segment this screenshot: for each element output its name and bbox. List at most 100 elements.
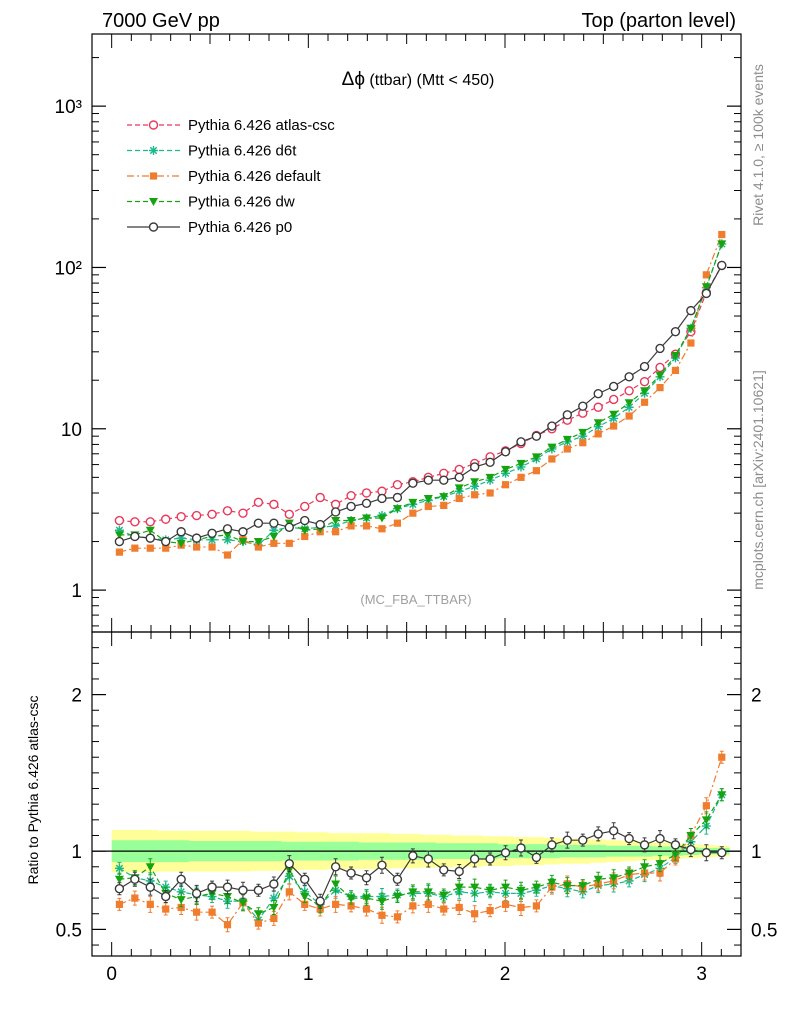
- ratio-point-dw: [176, 896, 186, 905]
- watermark-label: (MC_FBA_TTBAR): [360, 592, 471, 607]
- main-y-tick-label: 10³: [55, 97, 82, 118]
- main-point-p0: [176, 527, 186, 537]
- ratio-point-dw: [593, 875, 603, 884]
- ratio-point-default: [718, 753, 726, 761]
- ratio-point-p0: [701, 847, 712, 858]
- ratio-point-default: [532, 902, 541, 910]
- ratio-plot-frame: [91, 631, 742, 957]
- main-point-default: [409, 509, 417, 517]
- main-point-atlas_csc: [315, 492, 325, 503]
- title-delta-phi-symbol: Δϕ: [342, 69, 365, 90]
- ratio-point-p0: [300, 874, 310, 885]
- ratio-y-tick-label-left: 1: [71, 842, 82, 863]
- main-point-p0: [485, 457, 495, 467]
- main-point-atlas_csc: [145, 517, 155, 527]
- main-point-dw: [562, 435, 572, 444]
- main-point-default: [640, 398, 649, 406]
- ratio-point-p0: [423, 854, 434, 864]
- ratio-point-p0: [516, 843, 526, 853]
- main-point-atlas_csc: [238, 508, 248, 518]
- main-point-default: [424, 502, 432, 511]
- ratio-point-dw: [609, 874, 619, 883]
- title-text: (ttbar) (Mtt < 450): [365, 72, 494, 89]
- main-point-p0: [639, 361, 650, 372]
- ratio-point-p0: [439, 865, 449, 875]
- ratio-point-p0: [593, 829, 603, 839]
- main-point-p0: [423, 475, 434, 485]
- main-point-default: [548, 455, 556, 463]
- legend-label-default: Pythia 6.426 default: [188, 168, 321, 185]
- main-point-d6t: [114, 525, 124, 535]
- main-point-p0: [655, 343, 665, 354]
- ratio-point-default: [223, 921, 232, 929]
- main-point-p0: [701, 288, 712, 299]
- main-point-default: [378, 525, 386, 533]
- ratio-point-p0: [284, 858, 294, 869]
- main-point-dw: [439, 493, 449, 502]
- ratio-point-dw: [362, 894, 372, 903]
- ratio-point-dw: [578, 882, 588, 891]
- main-point-default: [270, 539, 278, 547]
- ratio-point-dw: [454, 883, 464, 892]
- main-plot-title: Δϕ (ttbar) (Mtt < 450): [342, 69, 495, 90]
- main-point-p0: [207, 528, 217, 538]
- ratio-point-default: [254, 919, 262, 927]
- ratio-point-dw: [392, 893, 402, 902]
- main-point-dw: [423, 494, 433, 503]
- main-point-atlas_csc: [300, 501, 310, 512]
- main-point-default: [486, 489, 494, 497]
- ratio-point-default: [115, 900, 123, 908]
- ratio-point-default: [131, 894, 139, 902]
- main-point-p0: [469, 462, 480, 472]
- ratio-y-axis-label: Ratio to Pythia 6.426 atlas-csc: [25, 695, 41, 884]
- main-point-default: [563, 445, 571, 453]
- ratio-point-default: [501, 900, 510, 908]
- main-point-p0: [624, 372, 634, 382]
- main-point-default: [532, 467, 541, 475]
- ratio-point-dw: [624, 869, 634, 878]
- ratio-point-default: [471, 910, 479, 918]
- ratio-point-dw: [485, 886, 495, 895]
- ratio-point-default: [162, 905, 170, 913]
- ratio-point-p0: [562, 835, 573, 845]
- main-point-dw: [470, 478, 480, 487]
- main-y-tick-label: 10: [61, 420, 82, 441]
- mcplots-url-label: mcplots.cern.ch [arXiv:2401.10621]: [750, 370, 766, 589]
- ratio-point-p0: [145, 882, 155, 892]
- ratio-point-default: [301, 900, 309, 908]
- ratio-point-dw: [408, 888, 418, 897]
- ratio-point-p0: [500, 847, 511, 858]
- main-point-d6t: [470, 481, 480, 491]
- main-point-p0: [330, 507, 341, 517]
- main-point-dw: [717, 240, 727, 249]
- main-point-dw: [253, 538, 263, 547]
- main-point-d6t: [223, 535, 233, 545]
- main-point-p0: [161, 536, 171, 547]
- main-point-dw: [593, 419, 603, 428]
- main-point-default: [301, 532, 309, 541]
- main-point-p0: [130, 531, 140, 542]
- main-point-dw: [331, 517, 341, 526]
- ratio-point-dw: [207, 889, 217, 898]
- main-point-default: [656, 384, 664, 392]
- main-point-dw: [223, 531, 233, 540]
- main-point-dw: [701, 283, 711, 292]
- main-point-atlas_csc: [361, 488, 372, 498]
- main-point-p0: [516, 437, 526, 447]
- ratio-point-p0: [608, 826, 619, 836]
- main-point-p0: [253, 518, 264, 528]
- ratio-point-p0: [578, 835, 588, 845]
- ratio-point-p0: [547, 840, 557, 850]
- ratio-point-default: [193, 908, 201, 916]
- main-point-p0: [114, 536, 125, 547]
- main-point-default: [285, 539, 293, 547]
- main-point-dw: [516, 459, 526, 468]
- ratio-point-default: [455, 903, 463, 912]
- main-point-default: [146, 544, 154, 552]
- ratio-point-dw: [300, 893, 310, 902]
- main-point-atlas_csc: [655, 362, 665, 373]
- main-point-default: [471, 491, 479, 499]
- x-tick-label: 3: [696, 964, 707, 985]
- main-point-p0: [222, 524, 233, 534]
- ratio-point-p0: [531, 852, 542, 863]
